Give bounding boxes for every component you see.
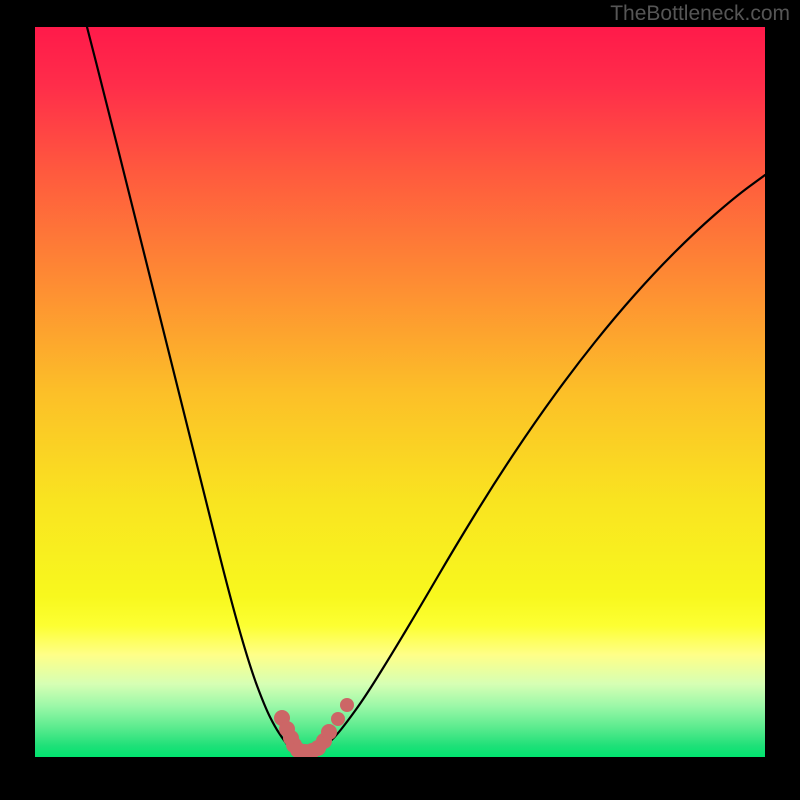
accent-dot bbox=[321, 724, 337, 740]
accent-dot bbox=[331, 712, 345, 726]
gradient-background bbox=[35, 27, 765, 757]
chart-container: TheBottleneck.com bbox=[0, 0, 800, 800]
accent-dot bbox=[340, 698, 354, 712]
watermark-text: TheBottleneck.com bbox=[610, 2, 790, 26]
chart-svg bbox=[35, 27, 765, 757]
plot-area bbox=[35, 27, 765, 757]
